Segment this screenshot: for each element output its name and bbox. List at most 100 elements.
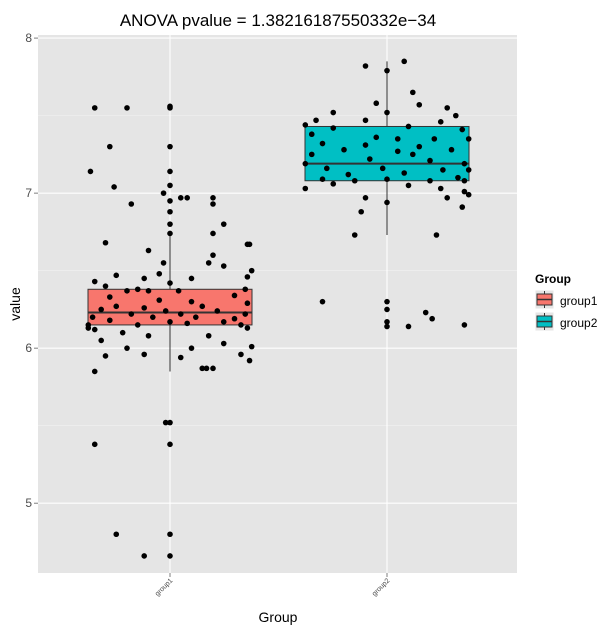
- data-point: [319, 298, 326, 305]
- data-point: [167, 531, 173, 538]
- data-point: [405, 123, 412, 130]
- data-point: [220, 340, 227, 347]
- data-point: [141, 351, 147, 358]
- y-axis-title: value: [7, 287, 23, 321]
- data-point: [238, 351, 244, 358]
- data-point: [455, 174, 461, 181]
- y-tick-marks: [34, 37, 38, 504]
- data-point: [177, 311, 184, 317]
- data-point: [384, 109, 390, 116]
- data-point: [167, 143, 173, 150]
- data-point: [384, 323, 390, 330]
- legend-label-group1: group1: [560, 294, 598, 308]
- data-point: [244, 325, 251, 331]
- data-point: [188, 345, 195, 351]
- data-point: [124, 105, 130, 111]
- box-group2: [304, 125, 470, 182]
- data-point: [167, 208, 173, 215]
- data-point: [199, 365, 206, 372]
- whiskers: [169, 61, 388, 372]
- data-point: [401, 58, 408, 65]
- data-point: [175, 288, 182, 294]
- data-point: [167, 103, 173, 110]
- data-point: [362, 194, 369, 201]
- y-tick-label: 8: [25, 31, 32, 45]
- data-point: [238, 322, 244, 328]
- data-point: [405, 182, 412, 189]
- data-point: [373, 134, 380, 141]
- data-point: [373, 100, 380, 107]
- data-point: [427, 157, 433, 164]
- data-point: [150, 314, 156, 320]
- data-point: [358, 208, 365, 215]
- data-point: [244, 300, 251, 307]
- y-tick-label: 6: [25, 341, 32, 355]
- data-point: [459, 204, 466, 210]
- data-point: [107, 317, 113, 324]
- data-point: [214, 308, 221, 314]
- data-point: [440, 167, 446, 173]
- data-point: [107, 294, 113, 300]
- legend-key-group1: [534, 289, 555, 310]
- data-point: [351, 232, 358, 238]
- data-point: [302, 185, 309, 192]
- data-point: [330, 125, 337, 131]
- data-point: [188, 275, 195, 282]
- data-point: [141, 553, 147, 559]
- data-point: [220, 263, 227, 269]
- data-point: [453, 112, 459, 119]
- y-tick-label: 5: [25, 496, 32, 510]
- data-point: [162, 419, 169, 426]
- data-point: [384, 176, 390, 182]
- data-point: [113, 272, 120, 279]
- data-point: [199, 303, 206, 310]
- data-point: [459, 126, 466, 133]
- data-point: [362, 63, 369, 69]
- data-point: [128, 311, 135, 317]
- x-axis: group1 group2: [154, 577, 391, 597]
- data-point: [231, 292, 238, 299]
- data-point: [210, 201, 216, 207]
- data-point: [384, 199, 390, 206]
- y-tick-label: 7: [25, 186, 32, 200]
- data-point: [394, 148, 401, 155]
- data-point: [410, 151, 416, 158]
- data-point: [167, 553, 173, 559]
- data-point: [437, 119, 444, 125]
- data-point: [427, 177, 433, 184]
- data-point: [124, 288, 130, 294]
- data-point: [85, 325, 92, 331]
- data-point: [167, 221, 173, 227]
- data-point: [145, 332, 152, 339]
- data-point: [141, 275, 147, 282]
- data-point: [345, 171, 352, 178]
- x-tick-marks: [169, 573, 388, 577]
- data-point: [379, 165, 386, 172]
- data-point: [210, 365, 216, 372]
- data-point: [231, 315, 238, 322]
- data-point: [141, 305, 147, 311]
- data-point: [384, 298, 390, 305]
- data-point: [248, 343, 255, 350]
- data-point: [248, 267, 255, 274]
- data-point: [188, 298, 195, 305]
- data-point: [91, 105, 98, 111]
- data-point: [91, 368, 98, 375]
- y-axis: 5 6 7 8: [25, 31, 32, 510]
- data-point: [308, 131, 315, 138]
- data-point: [203, 365, 210, 372]
- data-point: [330, 181, 337, 187]
- data-point: [384, 319, 390, 325]
- data-point: [422, 309, 429, 316]
- data-point: [319, 140, 326, 147]
- data-point: [91, 278, 98, 285]
- data-point: [416, 101, 423, 108]
- data-point: [162, 308, 169, 314]
- data-point: [448, 146, 455, 153]
- x-axis-title: Group: [259, 609, 298, 625]
- data-point: [220, 221, 227, 227]
- data-point: [444, 194, 451, 201]
- legend-key-group2: [534, 311, 555, 332]
- data-point: [433, 232, 440, 238]
- data-point: [113, 531, 120, 538]
